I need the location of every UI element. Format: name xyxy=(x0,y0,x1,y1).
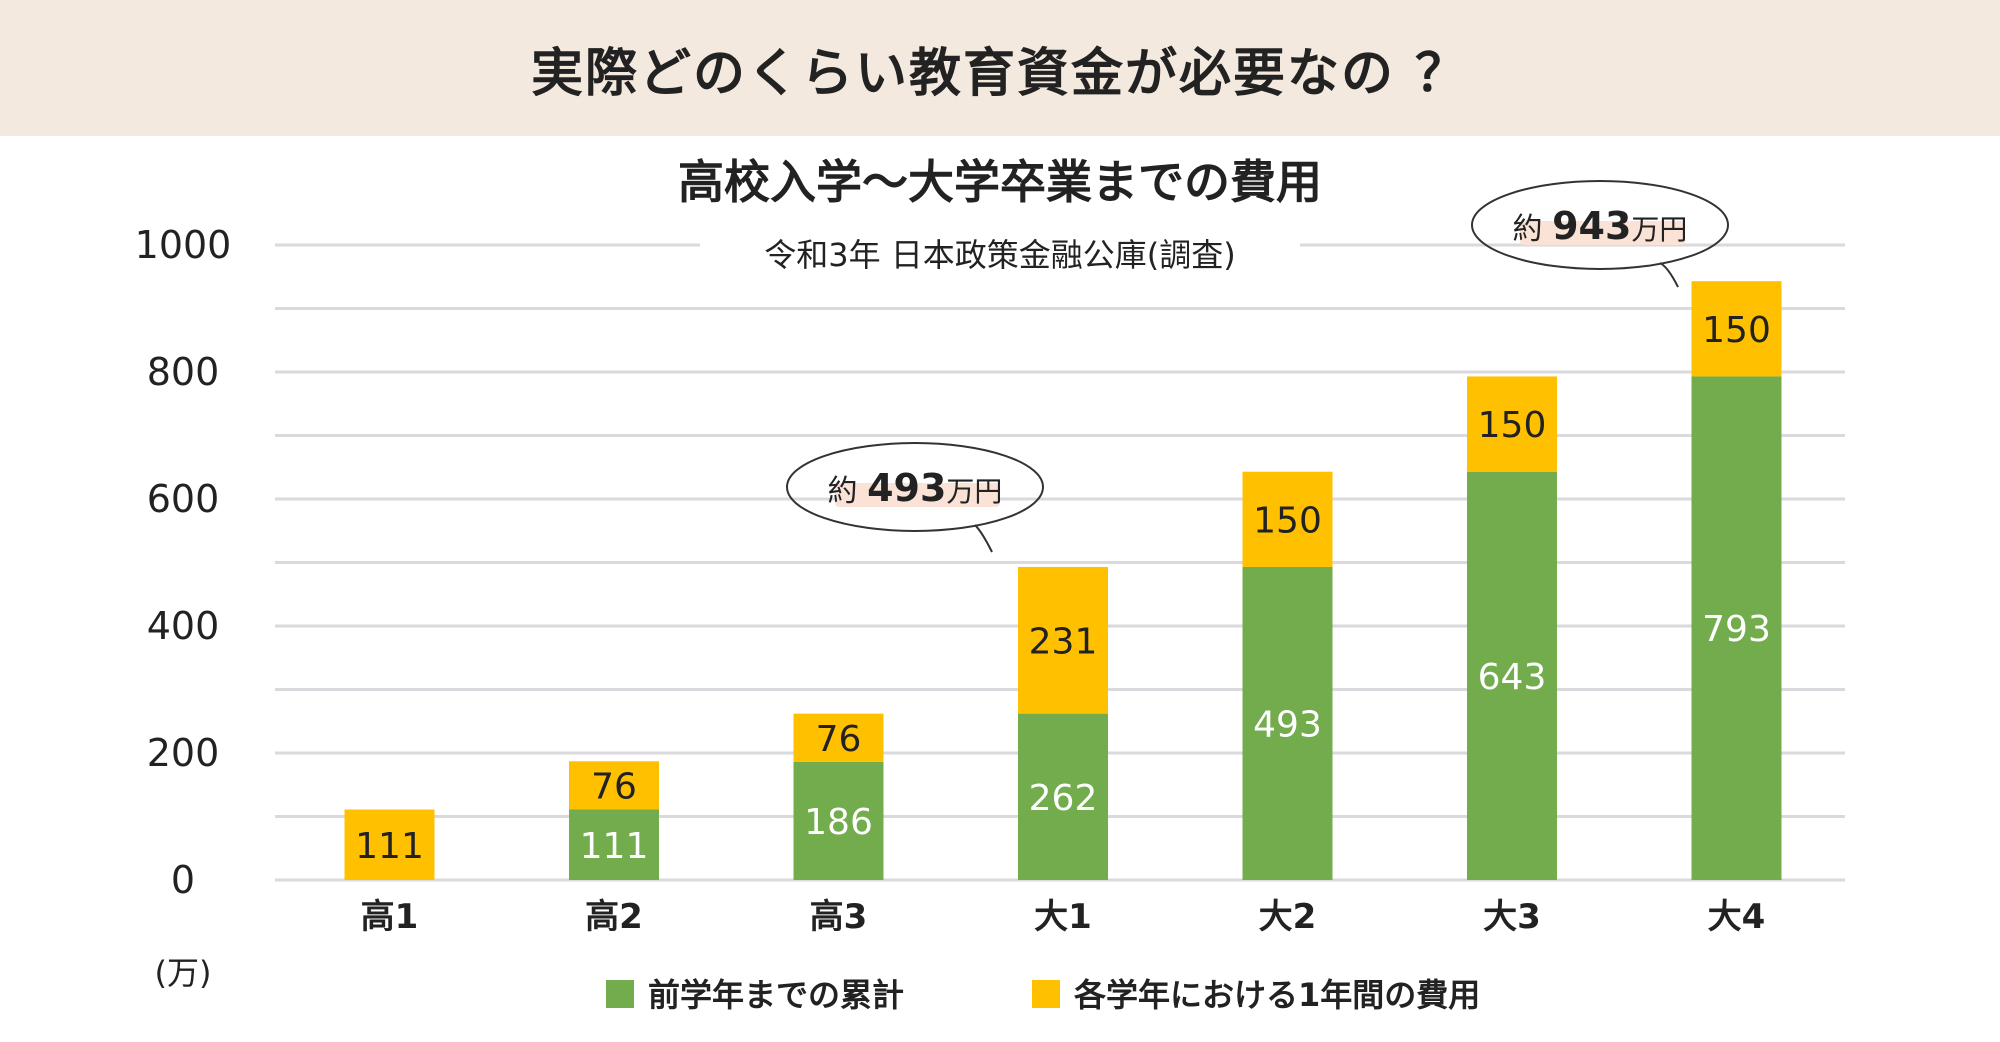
callout-outline xyxy=(1471,180,1729,270)
x-tick-label: 高2 xyxy=(585,897,643,937)
x-tick-label: 大2 xyxy=(1259,897,1317,937)
data-label-cumulative: 262 xyxy=(1029,778,1098,819)
data-label-cumulative: 493 xyxy=(1253,704,1322,745)
x-tick-label: 大1 xyxy=(1034,897,1092,937)
callout-tail xyxy=(1659,262,1679,288)
callout-value: 493 xyxy=(867,466,946,510)
callout-bubble: 約 493万円 xyxy=(786,442,1044,553)
x-tick-label: 大3 xyxy=(1483,897,1541,937)
y-axis-ticks: 0 200 400 600 800 1000 xyxy=(135,223,232,902)
y-tick-label: 400 xyxy=(147,604,220,648)
subtitle-background xyxy=(700,226,1300,282)
legend-label: 前学年までの累計 xyxy=(648,976,904,1014)
y-unit-label: (万) xyxy=(155,954,212,992)
callout-text: 約 943万円 xyxy=(1513,204,1688,248)
bar-cumulative xyxy=(569,809,659,880)
callout-suffix: 万円 xyxy=(1631,213,1687,246)
data-label-cumulative: 111 xyxy=(580,826,649,867)
data-label-cumulative: 793 xyxy=(1702,609,1771,650)
data-label-annual: 76 xyxy=(591,766,637,807)
bar-annual xyxy=(344,809,435,880)
bars: 111 111 76 186 76 262 231 493 150 643 150 793 150 xyxy=(344,281,1782,880)
callout-highlight xyxy=(835,483,1000,507)
callout-suffix: 万円 xyxy=(946,475,1002,508)
callout-tail xyxy=(974,524,993,553)
callout-bubble: 約 943万円 xyxy=(1471,180,1729,288)
callout-outline xyxy=(786,442,1044,532)
legend: 前学年までの累計 各学年における1年間の費用 xyxy=(606,976,1480,1014)
x-tick-label: 大4 xyxy=(1708,897,1766,937)
legend-label: 各学年における1年間の費用 xyxy=(1074,976,1480,1014)
data-label-annual: 150 xyxy=(1702,310,1771,351)
bar-annual xyxy=(569,761,659,810)
callout-prefix: 約 xyxy=(1513,212,1553,247)
legend-swatch xyxy=(606,980,634,1008)
data-label-cumulative: 643 xyxy=(1478,657,1547,698)
data-label-annual: 150 xyxy=(1253,500,1322,541)
y-tick-label: 800 xyxy=(147,350,220,394)
chart-subtitle: 令和3年 日本政策金融公庫(調査) xyxy=(764,236,1236,274)
data-label-cumulative: 186 xyxy=(804,802,873,843)
y-tick-label: 1000 xyxy=(135,223,232,267)
bar-annual xyxy=(1467,376,1557,472)
bar-annual xyxy=(1018,566,1108,714)
data-label-annual: 231 xyxy=(1029,621,1098,662)
bar-cumulative xyxy=(1467,471,1557,880)
bar-cumulative xyxy=(1018,713,1108,880)
bar-cumulative xyxy=(793,761,884,880)
callout-text: 約 493万円 xyxy=(828,466,1003,510)
data-label-annual: 150 xyxy=(1478,405,1547,446)
y-tick-label: 0 xyxy=(171,858,195,902)
callout-value: 943 xyxy=(1552,204,1631,248)
legend-swatch xyxy=(1032,980,1060,1008)
bar-cumulative xyxy=(1242,566,1333,880)
bar-annual xyxy=(793,713,884,762)
bar-annual xyxy=(1691,281,1782,377)
y-tick-label: 600 xyxy=(147,477,220,521)
data-label-annual: 111 xyxy=(355,826,424,867)
callout-prefix: 約 xyxy=(828,474,868,509)
bar-annual xyxy=(1242,471,1333,567)
page-title: 実際どのくらい教育資金が必要なの ？ xyxy=(530,43,1470,104)
y-tick-label: 200 xyxy=(147,731,220,775)
x-axis-ticks: 高1 高2 高3 大1 大2 大3 大4 xyxy=(361,897,1766,937)
bar-cumulative xyxy=(1691,376,1782,880)
x-tick-label: 高1 xyxy=(361,897,419,937)
callout-highlight xyxy=(1520,221,1685,245)
header-banner: 実際どのくらい教育資金が必要なの ？ xyxy=(0,0,2000,136)
data-label-annual: 76 xyxy=(816,719,862,760)
chart-title: 高校入学〜大学卒業までの費用 xyxy=(678,155,1322,209)
x-tick-label: 高3 xyxy=(810,897,868,937)
